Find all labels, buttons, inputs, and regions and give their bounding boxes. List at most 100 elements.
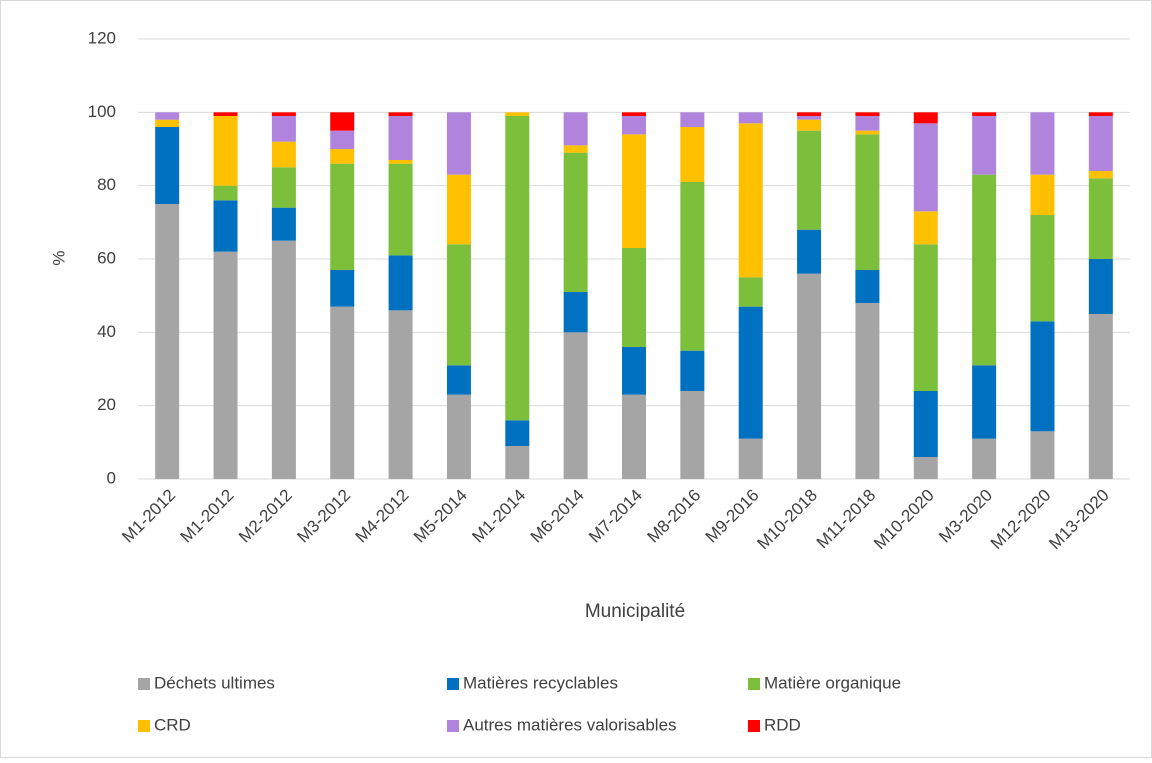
bar-segment: [330, 270, 355, 307]
bar-segment: [388, 310, 413, 479]
y-axis-title: %: [49, 250, 68, 265]
bar-segment: [1030, 112, 1055, 175]
y-tick-label: 80: [97, 175, 116, 194]
bar-segment: [446, 112, 471, 175]
bar-segment: [680, 350, 705, 391]
bar-segment: [913, 112, 938, 124]
legend-swatch: [748, 678, 760, 690]
bar-segment: [1088, 112, 1113, 116]
bar-segment: [563, 152, 588, 292]
bar-segment: [213, 116, 238, 186]
bar-segment: [855, 112, 880, 116]
bar-segment: [1088, 178, 1113, 259]
bar-segment: [972, 112, 997, 116]
y-tick-label: 100: [88, 102, 116, 121]
bar-segment: [1030, 174, 1055, 215]
bar-segment: [972, 174, 997, 366]
bar-segment: [271, 240, 296, 479]
bar-segment: [972, 365, 997, 439]
bar-segment: [505, 112, 530, 116]
bar-segment: [797, 112, 822, 116]
bar-segment: [155, 112, 180, 120]
bar-segment: [446, 174, 471, 245]
bar-segment: [855, 134, 880, 270]
bar-segment: [622, 347, 646, 395]
bar-segment: [622, 116, 646, 135]
legend-label: RDD: [764, 715, 801, 734]
bar-segment: [855, 270, 880, 303]
bar-segment: [972, 116, 997, 175]
bar-segment: [563, 145, 588, 153]
bar-segment: [738, 112, 763, 124]
bar-segment: [1030, 215, 1055, 322]
y-tick-label: 0: [107, 468, 116, 487]
legend-swatch: [748, 720, 760, 732]
legend-label: Autres matières valorisables: [463, 715, 677, 734]
legend-label: CRD: [154, 715, 191, 734]
bar-segment: [388, 163, 413, 256]
bar-segment: [1088, 171, 1113, 179]
x-axis-title: Municipalité: [585, 601, 685, 622]
legend-label: Matières recyclables: [463, 673, 618, 692]
bar-segment: [1030, 431, 1055, 479]
bar-segment: [913, 123, 938, 212]
bar-segment: [271, 141, 296, 168]
legend-swatch: [447, 720, 459, 732]
bar-segment: [1088, 314, 1113, 479]
bar-segment: [155, 119, 180, 127]
bar-segment: [155, 127, 180, 204]
bar-segment: [738, 277, 763, 307]
bar-segment: [797, 273, 822, 479]
bar-segment: [388, 255, 413, 311]
bar-segment: [622, 134, 646, 248]
bar-segment: [446, 365, 471, 395]
bar-segment: [738, 123, 763, 278]
y-tick-label: 40: [97, 322, 116, 341]
legend-swatch: [138, 720, 150, 732]
bar-segment: [330, 306, 355, 479]
bar-segment: [680, 391, 705, 479]
bar-segment: [738, 438, 763, 479]
bar-segment: [330, 149, 355, 164]
bar-segment: [913, 457, 938, 479]
bar-segment: [505, 420, 530, 446]
bar-segment: [155, 204, 180, 479]
bar-segment: [797, 229, 822, 274]
bar-segment: [1088, 259, 1113, 314]
bar-segment: [680, 112, 705, 127]
bar-segment: [797, 119, 822, 131]
bar-segment: [271, 112, 296, 116]
bar-segment: [505, 446, 530, 479]
y-tick-label: 120: [88, 28, 116, 47]
legend-swatch: [447, 678, 459, 690]
bar-segment: [271, 167, 296, 208]
bar-segment: [388, 116, 413, 160]
bar-segment: [271, 116, 296, 142]
bar-segment: [330, 163, 355, 270]
bar-segment: [213, 200, 238, 252]
y-tick-label: 60: [97, 248, 116, 267]
legend-swatch: [138, 678, 150, 690]
bar-segment: [913, 211, 938, 245]
y-tick-label: 20: [97, 395, 116, 414]
bar-segment: [913, 391, 938, 457]
bar-segment: [505, 116, 530, 421]
bar-segment: [213, 112, 238, 116]
bar-segment: [563, 292, 588, 333]
bar-segment: [446, 244, 471, 366]
bar-segment: [622, 394, 646, 479]
legend-label: Matière organique: [764, 673, 901, 692]
bar-segment: [330, 112, 355, 131]
bar-segment: [388, 160, 413, 164]
bar-segment: [738, 306, 763, 439]
bar-segment: [855, 303, 880, 479]
bar-segment: [622, 112, 646, 116]
bar-segment: [855, 116, 880, 131]
bar-segment: [446, 394, 471, 479]
bar-segment: [680, 127, 705, 182]
bar-segment: [797, 116, 822, 120]
bar-segment: [271, 207, 296, 241]
bar-segment: [1030, 321, 1055, 432]
bar-segment: [680, 182, 705, 351]
